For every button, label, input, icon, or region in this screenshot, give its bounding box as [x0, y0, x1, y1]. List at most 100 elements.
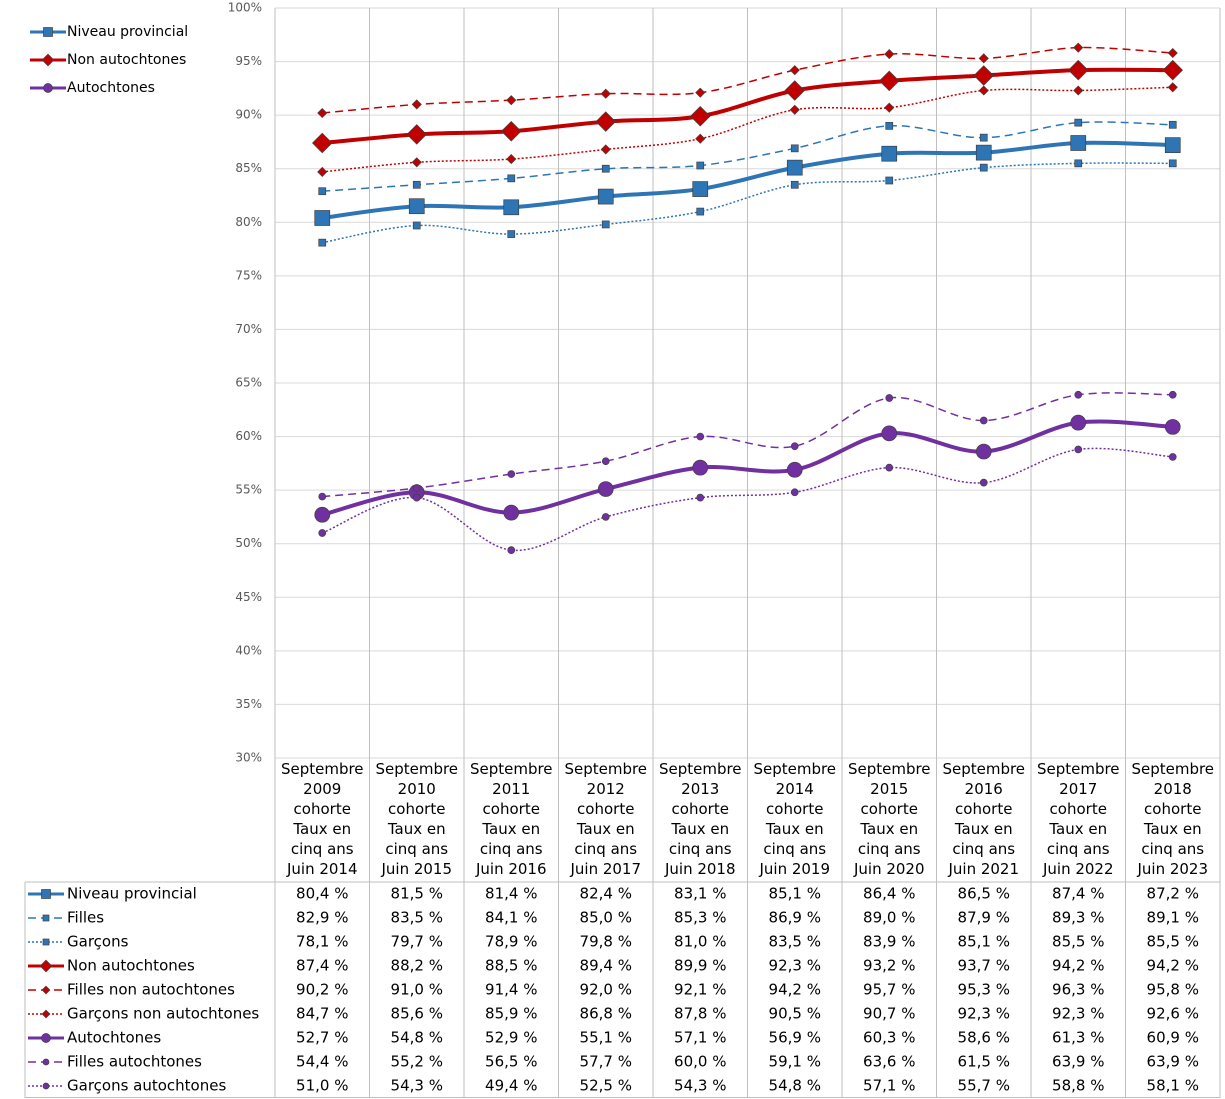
- marker: [881, 425, 898, 442]
- table-row-label: Garçons: [67, 933, 129, 951]
- table-cell: 96,3 %: [1052, 981, 1104, 999]
- marker: [790, 180, 799, 189]
- marker: [1070, 135, 1087, 151]
- table-cell: 86,9 %: [769, 909, 821, 927]
- table-cell: 63,9 %: [1052, 1053, 1104, 1071]
- marker: [601, 220, 610, 229]
- marker: [1168, 390, 1177, 399]
- table-cell: 61,5 %: [958, 1053, 1010, 1071]
- table-cell: 58,6 %: [958, 1029, 1010, 1047]
- x-tick-label: Septembre 2017 cohorte Taux en cinq ans …: [1036, 760, 1120, 878]
- marker: [506, 154, 517, 165]
- table-cell: 88,5 %: [485, 957, 537, 975]
- table-cell: 83,5 %: [391, 909, 443, 927]
- table-cell: 92,0 %: [580, 981, 632, 999]
- marker: [975, 443, 992, 460]
- table-cell: 89,4 %: [580, 957, 632, 975]
- table-row-label: Filles autochtones: [67, 1053, 202, 1071]
- table-cell: 93,2 %: [863, 957, 915, 975]
- table-row-label: Garçons non autochtones: [67, 1005, 259, 1023]
- x-tick-label: Septembre 2014 cohorte Taux en cinq ans …: [753, 760, 837, 878]
- marker: [784, 80, 805, 101]
- table-cell: 85,3 %: [674, 909, 726, 927]
- table-cell: 81,0 %: [674, 933, 726, 951]
- table-cell: 85,1 %: [958, 933, 1010, 951]
- marker: [790, 442, 799, 451]
- marker: [597, 481, 614, 497]
- x-tick-label: Septembre 2013 cohorte Taux en cinq ans …: [658, 760, 742, 878]
- marker: [601, 457, 610, 466]
- table-cell: 56,9 %: [769, 1029, 821, 1047]
- marker: [507, 230, 516, 238]
- table-cell: 61,3 %: [1052, 1029, 1104, 1047]
- table-row-label: Niveau provincial: [67, 885, 197, 903]
- table-cell: 89,3 %: [1052, 909, 1104, 927]
- table-row-label: Filles non autochtones: [67, 981, 235, 999]
- table-cell: 91,0 %: [391, 981, 443, 999]
- marker: [503, 199, 520, 216]
- table-cell: 87,4 %: [296, 957, 348, 975]
- marker: [885, 176, 894, 185]
- marker: [885, 394, 894, 402]
- marker: [1164, 137, 1181, 153]
- marker: [42, 914, 50, 922]
- marker: [885, 463, 894, 472]
- marker: [979, 133, 988, 142]
- series-line: [322, 162, 1173, 244]
- marker: [690, 105, 711, 127]
- marker: [695, 87, 706, 98]
- table-cell: 93,7 %: [958, 957, 1010, 975]
- series-line: [322, 86, 1173, 173]
- marker: [312, 132, 333, 154]
- table-cell: 83,9 %: [863, 933, 915, 951]
- table-cell: 92,3 %: [958, 1005, 1010, 1023]
- series-line: [321, 447, 1173, 552]
- marker: [412, 484, 421, 492]
- table-cell: 57,1 %: [674, 1029, 726, 1047]
- marker: [601, 513, 610, 521]
- marker: [501, 120, 522, 142]
- marker: [1164, 419, 1181, 435]
- x-tick-label: Septembre 2016 cohorte Taux en cinq ans …: [942, 760, 1026, 878]
- marker: [1168, 453, 1177, 461]
- marker: [318, 238, 327, 247]
- marker: [1070, 414, 1087, 431]
- table-cell: 92,1 %: [674, 981, 726, 999]
- table-cell: 78,1 %: [296, 933, 348, 951]
- marker: [411, 157, 422, 168]
- series-line: [322, 67, 1173, 145]
- table-row-label: Garçons autochtones: [67, 1077, 226, 1095]
- marker: [786, 461, 803, 478]
- table-cell: 95,8 %: [1147, 981, 1199, 999]
- table-cell: 84,7 %: [296, 1005, 348, 1023]
- marker: [884, 102, 895, 113]
- marker: [503, 504, 520, 521]
- table-cell: 87,2 %: [1147, 885, 1199, 903]
- legend-label: Niveau provincial: [67, 24, 188, 40]
- marker: [41, 1033, 51, 1043]
- table-cell: 49,4 %: [485, 1077, 537, 1095]
- table-cell: 52,7 %: [296, 1029, 348, 1047]
- marker: [317, 166, 328, 177]
- marker: [412, 493, 421, 502]
- marker: [41, 985, 51, 995]
- marker: [408, 198, 425, 215]
- table-cell: 92,3 %: [769, 957, 821, 975]
- marker: [790, 144, 799, 153]
- table-cell: 57,1 %: [863, 1077, 915, 1095]
- table-cell: 90,7 %: [863, 1005, 915, 1023]
- table-cell: 86,5 %: [958, 885, 1010, 903]
- marker: [42, 938, 50, 946]
- table-cell: 59,1 %: [769, 1053, 821, 1071]
- table-cell: 89,0 %: [863, 909, 915, 927]
- marker: [1068, 59, 1089, 81]
- table-cell: 85,6 %: [391, 1005, 443, 1023]
- marker: [601, 164, 610, 173]
- marker: [979, 163, 988, 172]
- table-cell: 94,2 %: [1147, 957, 1199, 975]
- table-cell: 85,1 %: [769, 885, 821, 903]
- marker: [600, 88, 611, 99]
- series-line: [321, 419, 1173, 517]
- marker: [314, 506, 331, 523]
